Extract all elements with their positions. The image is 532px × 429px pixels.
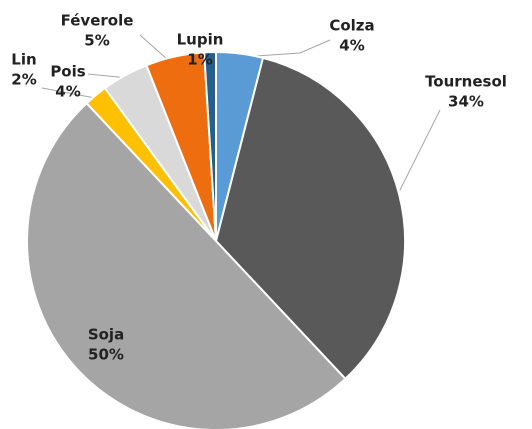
pie-slice — [214, 56, 406, 381]
pie-slice — [26, 101, 347, 429]
slice-value-label: 1% — [187, 51, 212, 69]
leader-lines — [41, 34, 441, 191]
leader-line — [41, 87, 96, 99]
slice-value-label: 4% — [55, 83, 80, 101]
pie-slice — [203, 50, 217, 242]
slice-label: Lupin — [177, 31, 224, 49]
slice-label: Pois — [50, 63, 85, 81]
slice-label: Tournesol — [425, 73, 507, 91]
leader-line — [239, 39, 331, 58]
slice-value-label: 2% — [11, 71, 36, 89]
slice-value-label: 50% — [88, 346, 124, 364]
slice-label: Soja — [88, 326, 124, 344]
slice-value-label: 34% — [448, 93, 484, 111]
slice-label: Lin — [11, 51, 36, 69]
leader-line — [399, 109, 441, 191]
slice-label: Colza — [329, 17, 374, 35]
slice-value-label: 5% — [84, 32, 109, 50]
slice-label: Féverole — [61, 12, 134, 30]
slice-value-label: 4% — [339, 37, 364, 55]
leader-line — [139, 34, 169, 61]
